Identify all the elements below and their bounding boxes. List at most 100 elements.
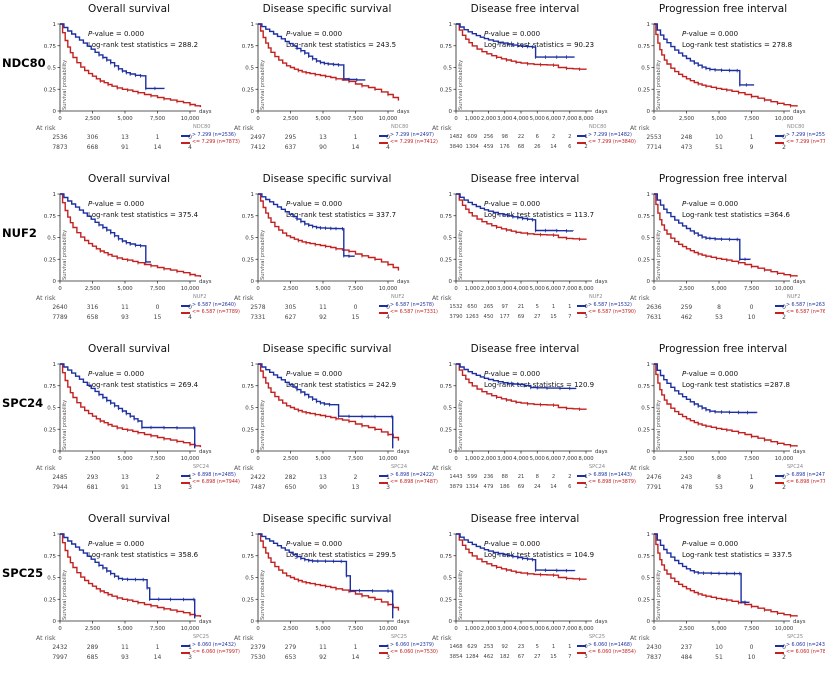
km-plot: 1 0.75 0.5 0.25 00 1,000 2,000 3,000 4,000 5,000 6…: [440, 192, 608, 292]
x-tick-label: 7,500: [150, 286, 166, 292]
p-value-rest: -value = 0.000: [686, 370, 738, 378]
p-value-symbol: P: [286, 540, 291, 548]
p-value-symbol: P: [286, 30, 291, 38]
legend-swatch-red: [379, 651, 388, 654]
at-risk-count: 7873: [52, 144, 68, 151]
x-tick-label: 5,000: [315, 456, 331, 462]
x-tick-label: 0: [58, 456, 62, 462]
km-row-spc24: SPC24 Overall survival 1 0.75 0.5 0.25 0 0 2,500…: [0, 340, 825, 510]
y-tick-label: 0.75: [440, 214, 453, 220]
legend-title: SPC25: [787, 634, 804, 640]
at-risk-count: 1468: [449, 644, 463, 650]
km-panel: Disease free interval 1 0.75 0.5 0.25 0 0 1,000…: [426, 510, 636, 676]
p-value-symbol: P: [286, 370, 291, 378]
y-tick-label: 0.25: [440, 597, 453, 603]
km-panel: Progression free interval 1 0.75 0.5 0.25 0 0 2…: [624, 510, 825, 676]
panel-title: Progression free interval: [658, 343, 788, 355]
at-risk-count: 282: [284, 474, 297, 481]
at-risk-row: 2578 305 11 0 0: [228, 304, 426, 312]
legend-item-high: > 6.060 (n=1468): [577, 642, 632, 649]
at-risk-count: 0: [188, 134, 192, 141]
legend: SPC24 > 6.898 (n=2422) <= 6.898 (n=7487): [379, 464, 438, 486]
at-risk-count: 253: [483, 644, 494, 650]
at-risk-count: 658: [86, 314, 99, 321]
at-risk-count: 93: [121, 314, 129, 321]
legend-swatch-blue: [577, 304, 586, 307]
panel-title: Disease free interval: [470, 343, 580, 355]
y-tick-label: 0.75: [440, 384, 453, 390]
x-tick-label: 5,000: [530, 116, 546, 122]
x-tick-label: 0: [454, 116, 458, 122]
logrank-text: Log-rank test statistics = 90.23: [484, 41, 594, 49]
y-axis-label: Survival probability: [260, 570, 266, 620]
p-value-rest: -value = 0.000: [488, 540, 540, 548]
y-tick-label: 1: [53, 22, 57, 28]
legend: SPC24 > 6.898 (n=2476) <= 6.898 (n=7791): [775, 464, 825, 486]
at-risk-count: 685: [86, 654, 99, 661]
legend-swatch-red: [181, 311, 190, 314]
x-tick-label: 3,000: [497, 626, 513, 632]
y-tick-label: 0.25: [440, 257, 453, 263]
x-tick-label: 7,000: [562, 116, 578, 122]
p-value-symbol: P: [682, 200, 687, 208]
x-tick-label: 3,000: [497, 456, 513, 462]
at-risk-table: At risk 2640 316 11 0 0 7789 658 93 15 4 NUF2 > 6.58…: [30, 294, 240, 336]
y-axis-label: Survival probability: [260, 60, 266, 110]
at-risk-count: 1482: [449, 134, 463, 140]
at-risk-count: 2: [782, 144, 786, 151]
y-tick-label: 0.75: [440, 44, 453, 50]
at-risk-count: 668: [86, 144, 99, 151]
legend-title: NUF2: [589, 294, 603, 300]
at-risk-count: 0: [584, 304, 588, 310]
y-tick-label: 0.5: [245, 406, 254, 412]
x-tick-label: 1,000: [465, 286, 481, 292]
at-risk-row: 3879 1314 479 186 69 24 14 6 2: [426, 484, 624, 492]
km-panel: Disease free interval 1 0.75 0.5 0.25 0 0 1,000…: [426, 340, 636, 506]
x-tick-label: 7,000: [562, 456, 578, 462]
y-tick-label: 1: [251, 532, 255, 538]
at-risk-count: 2536: [52, 134, 68, 141]
km-curve-red: [60, 363, 202, 448]
at-risk-count: 14: [550, 144, 557, 150]
at-risk-count: 2: [584, 144, 588, 150]
at-risk-row: 2379 279 11 1 1: [228, 644, 426, 652]
at-risk-count: 7944: [52, 484, 68, 491]
at-risk-count: 7: [568, 654, 572, 660]
p-value-symbol: P: [88, 30, 93, 38]
at-risk-row: 7631 462 53 10 2: [624, 314, 822, 322]
at-risk-count: 13: [351, 484, 360, 491]
x-tick-label: 0: [256, 626, 260, 632]
x-axis-unit-label: days: [397, 279, 410, 285]
x-tick-label: 5,000: [117, 116, 133, 122]
at-risk-count: 1314: [465, 484, 479, 490]
y-tick-label: 0.75: [638, 384, 651, 390]
x-tick-label: 0: [652, 626, 656, 632]
legend-label-red: <= 6.898 (n=7791): [786, 480, 825, 485]
at-risk-count: 3: [386, 654, 390, 661]
at-risk-row: 7997 685 93 14 3: [30, 654, 228, 662]
at-risk-count: 14: [351, 144, 360, 151]
at-risk-count: 14: [153, 654, 162, 661]
at-risk-count: 4: [386, 314, 390, 321]
logrank-text: Log-rank test statistics = 243.5: [286, 41, 396, 49]
p-value-rest: -value = 0.000: [686, 30, 738, 38]
x-tick-label: 10,000: [181, 456, 200, 462]
legend-label-blue: > 6.060 (n=2430): [786, 643, 825, 648]
legend-label-blue: > 6.060 (n=1468): [588, 643, 632, 648]
p-value-text: P-value = 0.000: [484, 30, 540, 38]
at-risk-count: 2: [551, 134, 556, 140]
legend-title: SPC24: [391, 464, 408, 470]
legend: SPC25 > 6.060 (n=2379) <= 6.060 (n=7530): [379, 634, 438, 656]
x-tick-label: 10,000: [379, 116, 398, 122]
x-tick-label: 0: [652, 286, 656, 292]
p-value-symbol: P: [88, 200, 93, 208]
y-tick-label: 0.5: [641, 66, 650, 72]
y-tick-label: 1: [251, 362, 255, 368]
at-risk-count: 2: [551, 474, 556, 480]
legend-swatch-blue: [181, 644, 190, 647]
p-value-symbol: P: [682, 370, 687, 378]
legend-item-low: <= 6.898 (n=3879): [577, 479, 636, 486]
p-value-text: P-value = 0.000: [682, 30, 738, 38]
at-risk-count: 484: [680, 654, 693, 661]
y-tick-label: 0.5: [245, 236, 254, 242]
